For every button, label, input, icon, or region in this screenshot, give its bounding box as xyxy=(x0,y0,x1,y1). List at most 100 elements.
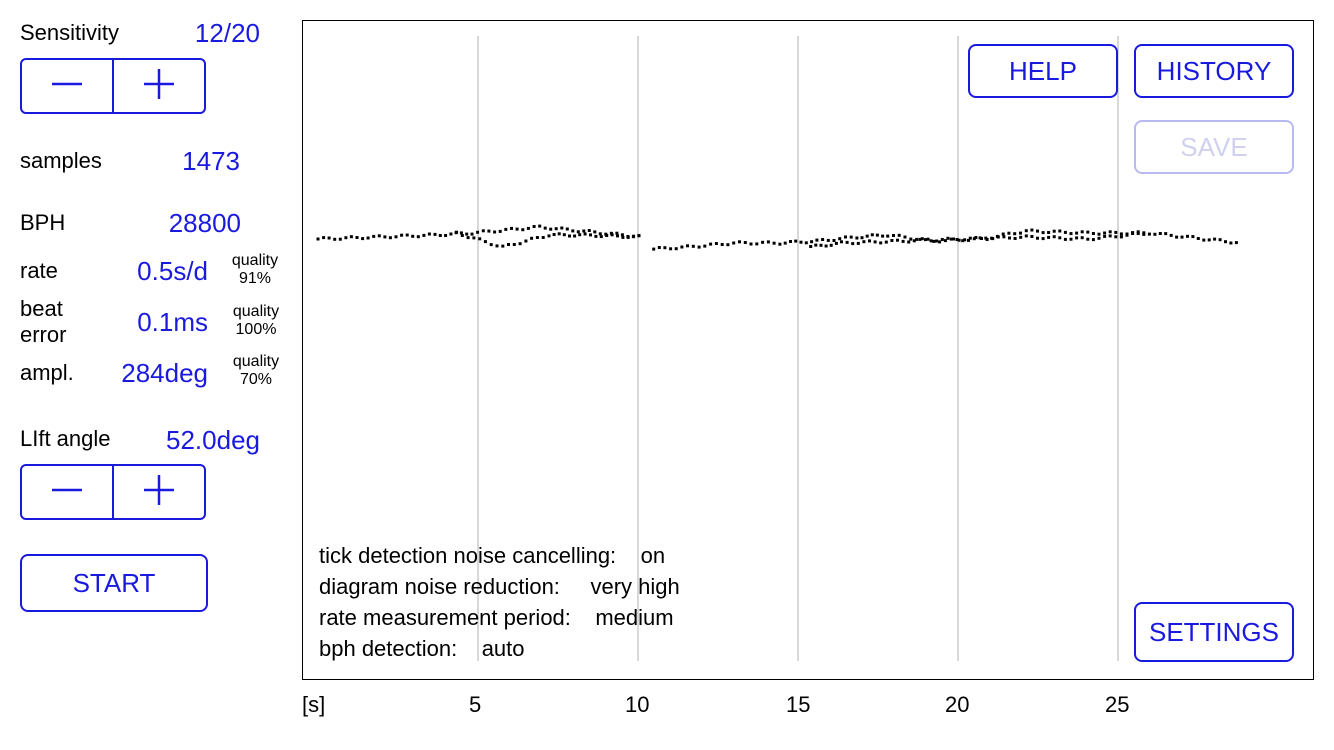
tick-dot xyxy=(557,232,561,236)
settings-info-value: auto xyxy=(481,636,525,661)
settings-info-value: very high xyxy=(590,574,680,599)
tick-dot xyxy=(720,243,724,246)
tick-dot xyxy=(809,245,813,248)
tick-dot xyxy=(991,237,995,241)
tick-dot xyxy=(726,243,730,247)
tick-dot xyxy=(1103,234,1107,238)
tick-dot xyxy=(515,227,519,231)
sensitivity-label: Sensitivity xyxy=(20,20,120,45)
tick-dot xyxy=(388,236,392,240)
tick-dot xyxy=(815,238,819,242)
tick-dot xyxy=(1069,232,1073,236)
tick-dot xyxy=(980,237,983,240)
rate-label: rate xyxy=(20,258,58,283)
tick-dot xyxy=(1007,231,1011,235)
tick-dot xyxy=(476,230,480,234)
tick-dot xyxy=(1136,230,1140,234)
amplitude-value: 284deg xyxy=(121,358,208,388)
tick-dot xyxy=(755,242,759,246)
tick-dot xyxy=(886,234,890,238)
tick-dot xyxy=(826,238,830,242)
amplitude-quality-value: 70% xyxy=(239,371,273,388)
tick-dot xyxy=(1229,241,1233,245)
beat-error-value: 0.1ms xyxy=(137,307,208,337)
tick-dot xyxy=(1180,235,1184,239)
sensitivity-increase-button[interactable] xyxy=(112,60,204,112)
tick-dot xyxy=(349,235,353,239)
tick-dot xyxy=(478,237,482,241)
tick-dot xyxy=(840,240,843,244)
sensitivity-decrease-button[interactable] xyxy=(22,60,112,112)
gridline xyxy=(1117,36,1119,661)
tick-dot xyxy=(377,234,381,238)
bph-value: 28800 xyxy=(168,208,241,238)
tick-dot xyxy=(1047,231,1051,234)
tick-dot xyxy=(538,224,542,228)
tick-dot xyxy=(411,234,415,238)
tick-dot xyxy=(1052,235,1056,239)
tick-dot xyxy=(1114,230,1118,234)
tick-dot xyxy=(327,236,331,240)
tick-dot xyxy=(460,234,464,237)
tick-dot xyxy=(1175,235,1179,239)
tick-dot xyxy=(322,236,326,240)
tick-dot xyxy=(794,239,798,243)
tick-dot xyxy=(547,234,551,238)
gridline xyxy=(797,36,799,661)
tick-dot xyxy=(483,240,487,244)
tick-dot xyxy=(610,233,614,237)
tick-dot xyxy=(1069,237,1073,241)
tick-dot xyxy=(968,236,972,240)
settings-button[interactable]: SETTINGS xyxy=(1134,602,1294,662)
lift-angle-decrease-button[interactable] xyxy=(22,466,112,518)
lift-angle-increase-button[interactable] xyxy=(112,466,204,518)
tick-dot xyxy=(743,241,747,244)
tick-dot xyxy=(560,226,564,230)
tick-dot xyxy=(1119,235,1123,239)
bph-label: BPH xyxy=(20,210,66,235)
tick-dot xyxy=(487,229,491,233)
tick-dot xyxy=(565,227,569,231)
tick-dot xyxy=(766,240,770,244)
tick-dot xyxy=(851,242,855,246)
tick-dot xyxy=(860,236,864,240)
tick-dot xyxy=(1131,232,1135,235)
tick-dot xyxy=(616,234,619,238)
tick-dot xyxy=(449,232,453,236)
tick-dot xyxy=(338,237,342,241)
tick-dot xyxy=(873,240,877,244)
tick-dot xyxy=(749,242,753,246)
tick-dot xyxy=(1218,238,1222,242)
tick-dot xyxy=(909,237,913,241)
tick-dot xyxy=(541,236,545,239)
tick-dot xyxy=(510,226,513,230)
tick-dot xyxy=(1202,238,1206,242)
tick-dot xyxy=(972,237,976,241)
tick-dot xyxy=(316,237,320,241)
x-tick-label: 5 xyxy=(469,692,482,717)
tick-dot xyxy=(985,238,989,241)
help-button[interactable]: HELP xyxy=(968,44,1118,98)
history-button[interactable]: HISTORY xyxy=(1134,44,1294,98)
tick-dot xyxy=(587,229,591,232)
amplitude-quality: quality 70% xyxy=(226,353,286,389)
tick-dot xyxy=(967,238,970,242)
lift-angle-value: 52.0deg xyxy=(166,425,260,455)
tick-dot xyxy=(578,233,582,237)
tick-dot xyxy=(996,235,1000,239)
tick-dot xyxy=(481,229,485,233)
tick-dot xyxy=(974,236,978,239)
tick-dot xyxy=(495,244,499,248)
tick-dot xyxy=(783,241,787,245)
tick-dot xyxy=(1036,229,1039,233)
save-button[interactable]: SAVE xyxy=(1134,120,1294,174)
start-button[interactable]: START xyxy=(20,554,208,612)
tick-dot xyxy=(466,236,470,240)
tick-dot xyxy=(901,239,905,243)
tick-dot xyxy=(1207,238,1211,242)
x-tick-label: 15 xyxy=(786,692,811,717)
tick-dot xyxy=(1142,231,1146,235)
tick-dot xyxy=(524,239,528,243)
tick-dot xyxy=(929,239,933,243)
tick-dot xyxy=(1030,235,1034,238)
